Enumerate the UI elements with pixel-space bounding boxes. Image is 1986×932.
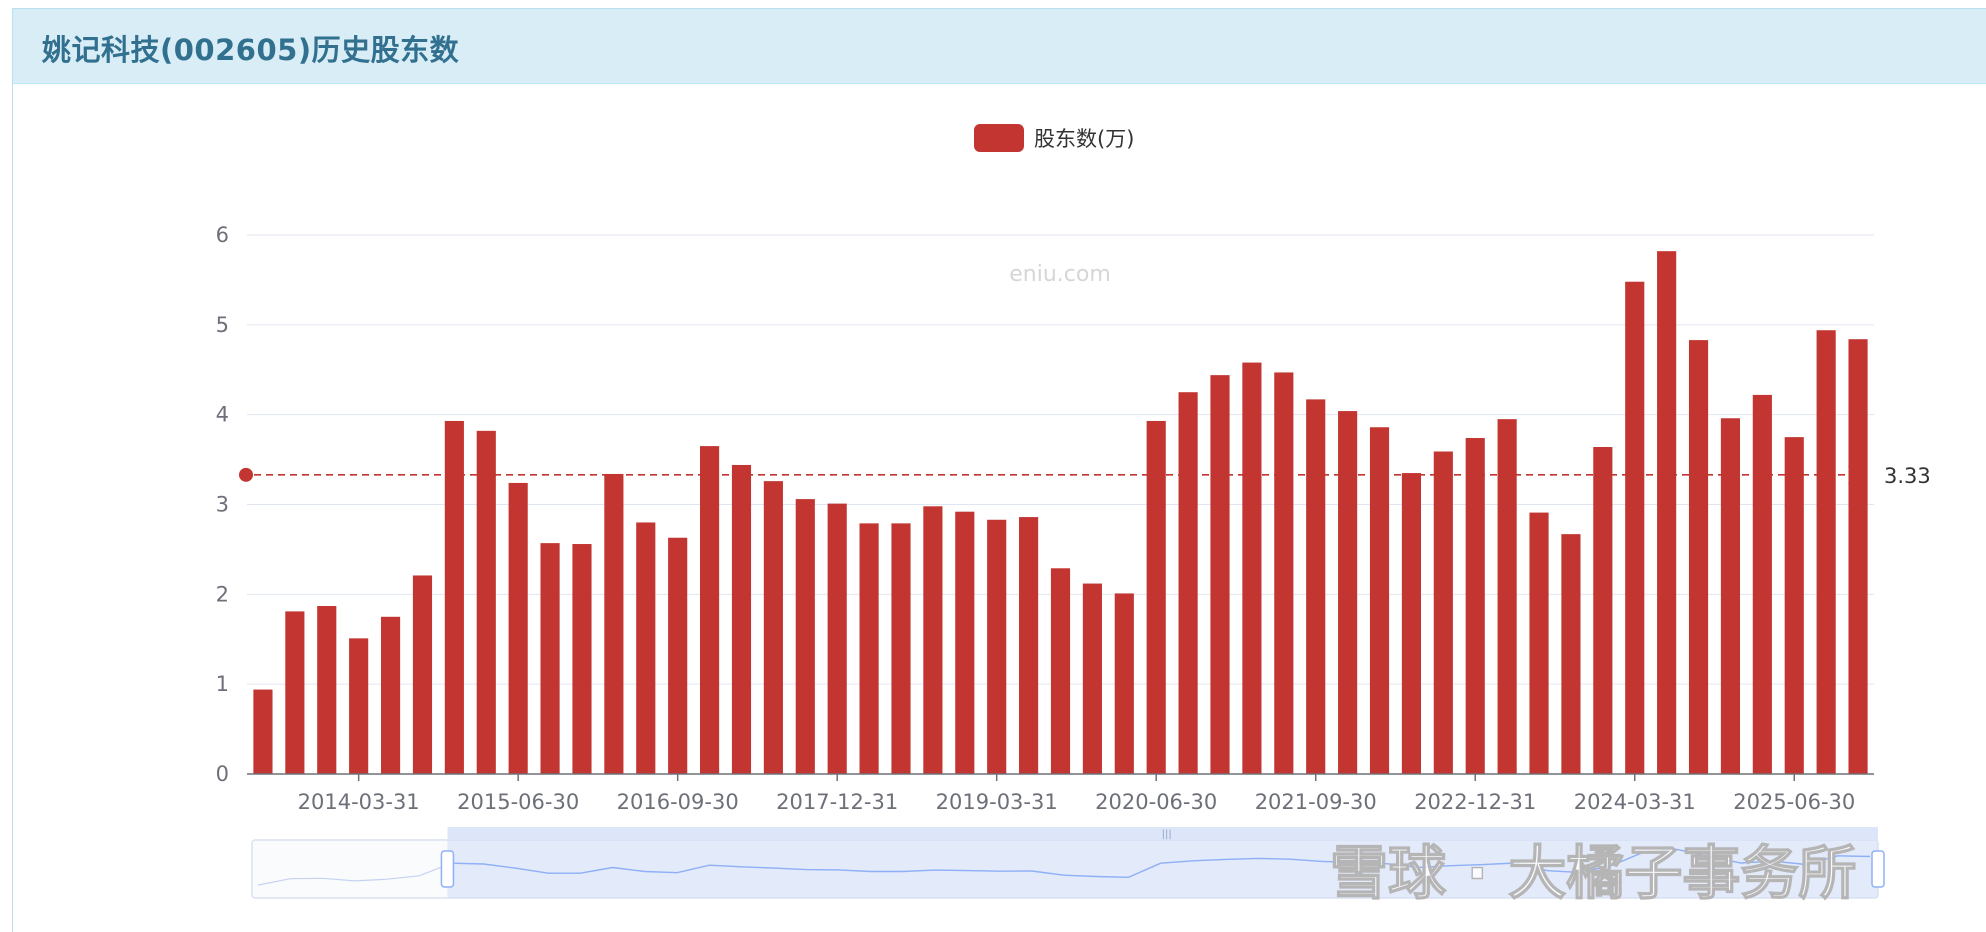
bar[interactable] [763, 481, 783, 774]
x-tick-label: 2022-12-31 [1414, 790, 1536, 814]
bar[interactable] [572, 544, 592, 774]
zoom-handle-left[interactable] [440, 850, 455, 888]
x-tick-label: 2014-03-31 [298, 790, 420, 814]
x-tick-label: 2025-06-30 [1733, 790, 1855, 814]
bar[interactable] [1274, 372, 1294, 774]
bar[interactable] [1688, 340, 1709, 774]
bar[interactable] [1657, 251, 1677, 775]
y-tick-label: 5 [216, 313, 229, 337]
bar[interactable] [1114, 593, 1134, 774]
xueqiu-watermark: 雪球 · 大橘子事务所 [1330, 839, 1856, 907]
zoom-drag-bar[interactable] [447, 827, 1879, 840]
bar[interactable] [285, 611, 305, 774]
bar[interactable] [1529, 512, 1549, 774]
bar[interactable] [508, 482, 528, 774]
bar[interactable] [923, 506, 943, 774]
average-value-label: 3.33 [1884, 464, 1931, 488]
zoom-handle-right[interactable] [1871, 850, 1885, 888]
bar[interactable] [700, 446, 720, 774]
panel-header: 姚记科技(002605)历史股东数 [13, 9, 1986, 84]
zoom-selection[interactable] [447, 840, 1879, 898]
bar[interactable] [444, 420, 464, 774]
x-tick-label: 2021-09-30 [1255, 790, 1377, 814]
bar[interactable] [1625, 281, 1645, 774]
x-tick-label: 2016-09-30 [617, 790, 739, 814]
bar[interactable] [1178, 392, 1198, 774]
bar[interactable] [1050, 568, 1071, 774]
legend[interactable]: 股东数(万) [974, 124, 1134, 152]
x-tick-label: 2019-03-31 [936, 790, 1058, 814]
legend-label[interactable]: 股东数(万) [1034, 127, 1134, 151]
bar[interactable] [1497, 419, 1517, 774]
chart-panel: 姚记科技(002605)历史股东数 [12, 8, 1986, 932]
bar[interactable] [1433, 451, 1453, 774]
markline-start-dot [239, 467, 253, 482]
bar-series[interactable] [253, 251, 1868, 775]
bar[interactable] [1561, 534, 1581, 774]
y-tick-label: 2 [216, 582, 229, 606]
zoom-drag-grip[interactable]: ||| [1162, 829, 1172, 840]
bar[interactable] [987, 519, 1007, 774]
y-tick-label: 6 [216, 223, 229, 247]
bar[interactable] [1752, 394, 1772, 774]
bar[interactable] [1465, 438, 1485, 774]
bar[interactable] [1338, 411, 1358, 774]
bar[interactable] [859, 523, 879, 774]
bar[interactable] [668, 537, 688, 774]
bar[interactable] [1720, 418, 1741, 774]
y-tick-label: 3 [216, 493, 229, 517]
bar[interactable] [1019, 517, 1039, 774]
y-axis: 0 1 2 3 4 5 6 [216, 223, 229, 786]
bar[interactable] [1593, 447, 1613, 774]
x-tick-label: 2017-12-31 [776, 790, 898, 814]
markline-arrow [1848, 465, 1866, 484]
average-markline: 3.33 [239, 464, 1931, 488]
bar[interactable] [349, 638, 369, 774]
y-tick-label: 4 [216, 403, 229, 427]
panel-title: 姚记科技(002605)历史股东数 [42, 33, 460, 67]
bar[interactable] [1242, 362, 1262, 774]
bar[interactable] [604, 473, 624, 774]
y-tick-label: 0 [216, 762, 229, 786]
y-tick-label: 1 [216, 672, 229, 696]
bar[interactable] [1401, 473, 1421, 774]
bar[interactable] [317, 606, 337, 774]
bar[interactable] [1848, 339, 1868, 774]
bar[interactable] [827, 503, 847, 774]
bar[interactable] [253, 689, 273, 774]
x-tick-label: 2024-03-31 [1574, 790, 1696, 814]
bar[interactable] [1369, 427, 1390, 774]
bar[interactable] [412, 575, 433, 774]
bar[interactable] [540, 543, 560, 774]
bar[interactable] [1146, 420, 1166, 774]
bar[interactable] [380, 616, 401, 774]
bar[interactable] [1784, 437, 1804, 774]
bar[interactable] [891, 523, 911, 774]
legend-swatch[interactable] [974, 124, 1024, 152]
bar[interactable] [636, 522, 656, 774]
zoom-selected-sparkline [451, 848, 1871, 879]
data-zoom-slider[interactable]: ||| [251, 827, 1885, 899]
bar[interactable] [1210, 375, 1230, 774]
site-watermark: eniu.com [1009, 262, 1111, 287]
bar[interactable] [1082, 583, 1102, 774]
bar[interactable] [955, 511, 975, 774]
bar[interactable] [731, 464, 752, 774]
bar[interactable] [1816, 330, 1836, 774]
bar[interactable] [1306, 399, 1326, 774]
x-tick-label: 2020-06-30 [1095, 790, 1217, 814]
x-tick-label: 2015-06-30 [457, 790, 579, 814]
bar[interactable] [795, 499, 815, 774]
x-axis: 2014-03-31 2015-06-30 2016-09-30 2017-12-31… [247, 773, 1874, 814]
bar[interactable] [476, 430, 496, 774]
